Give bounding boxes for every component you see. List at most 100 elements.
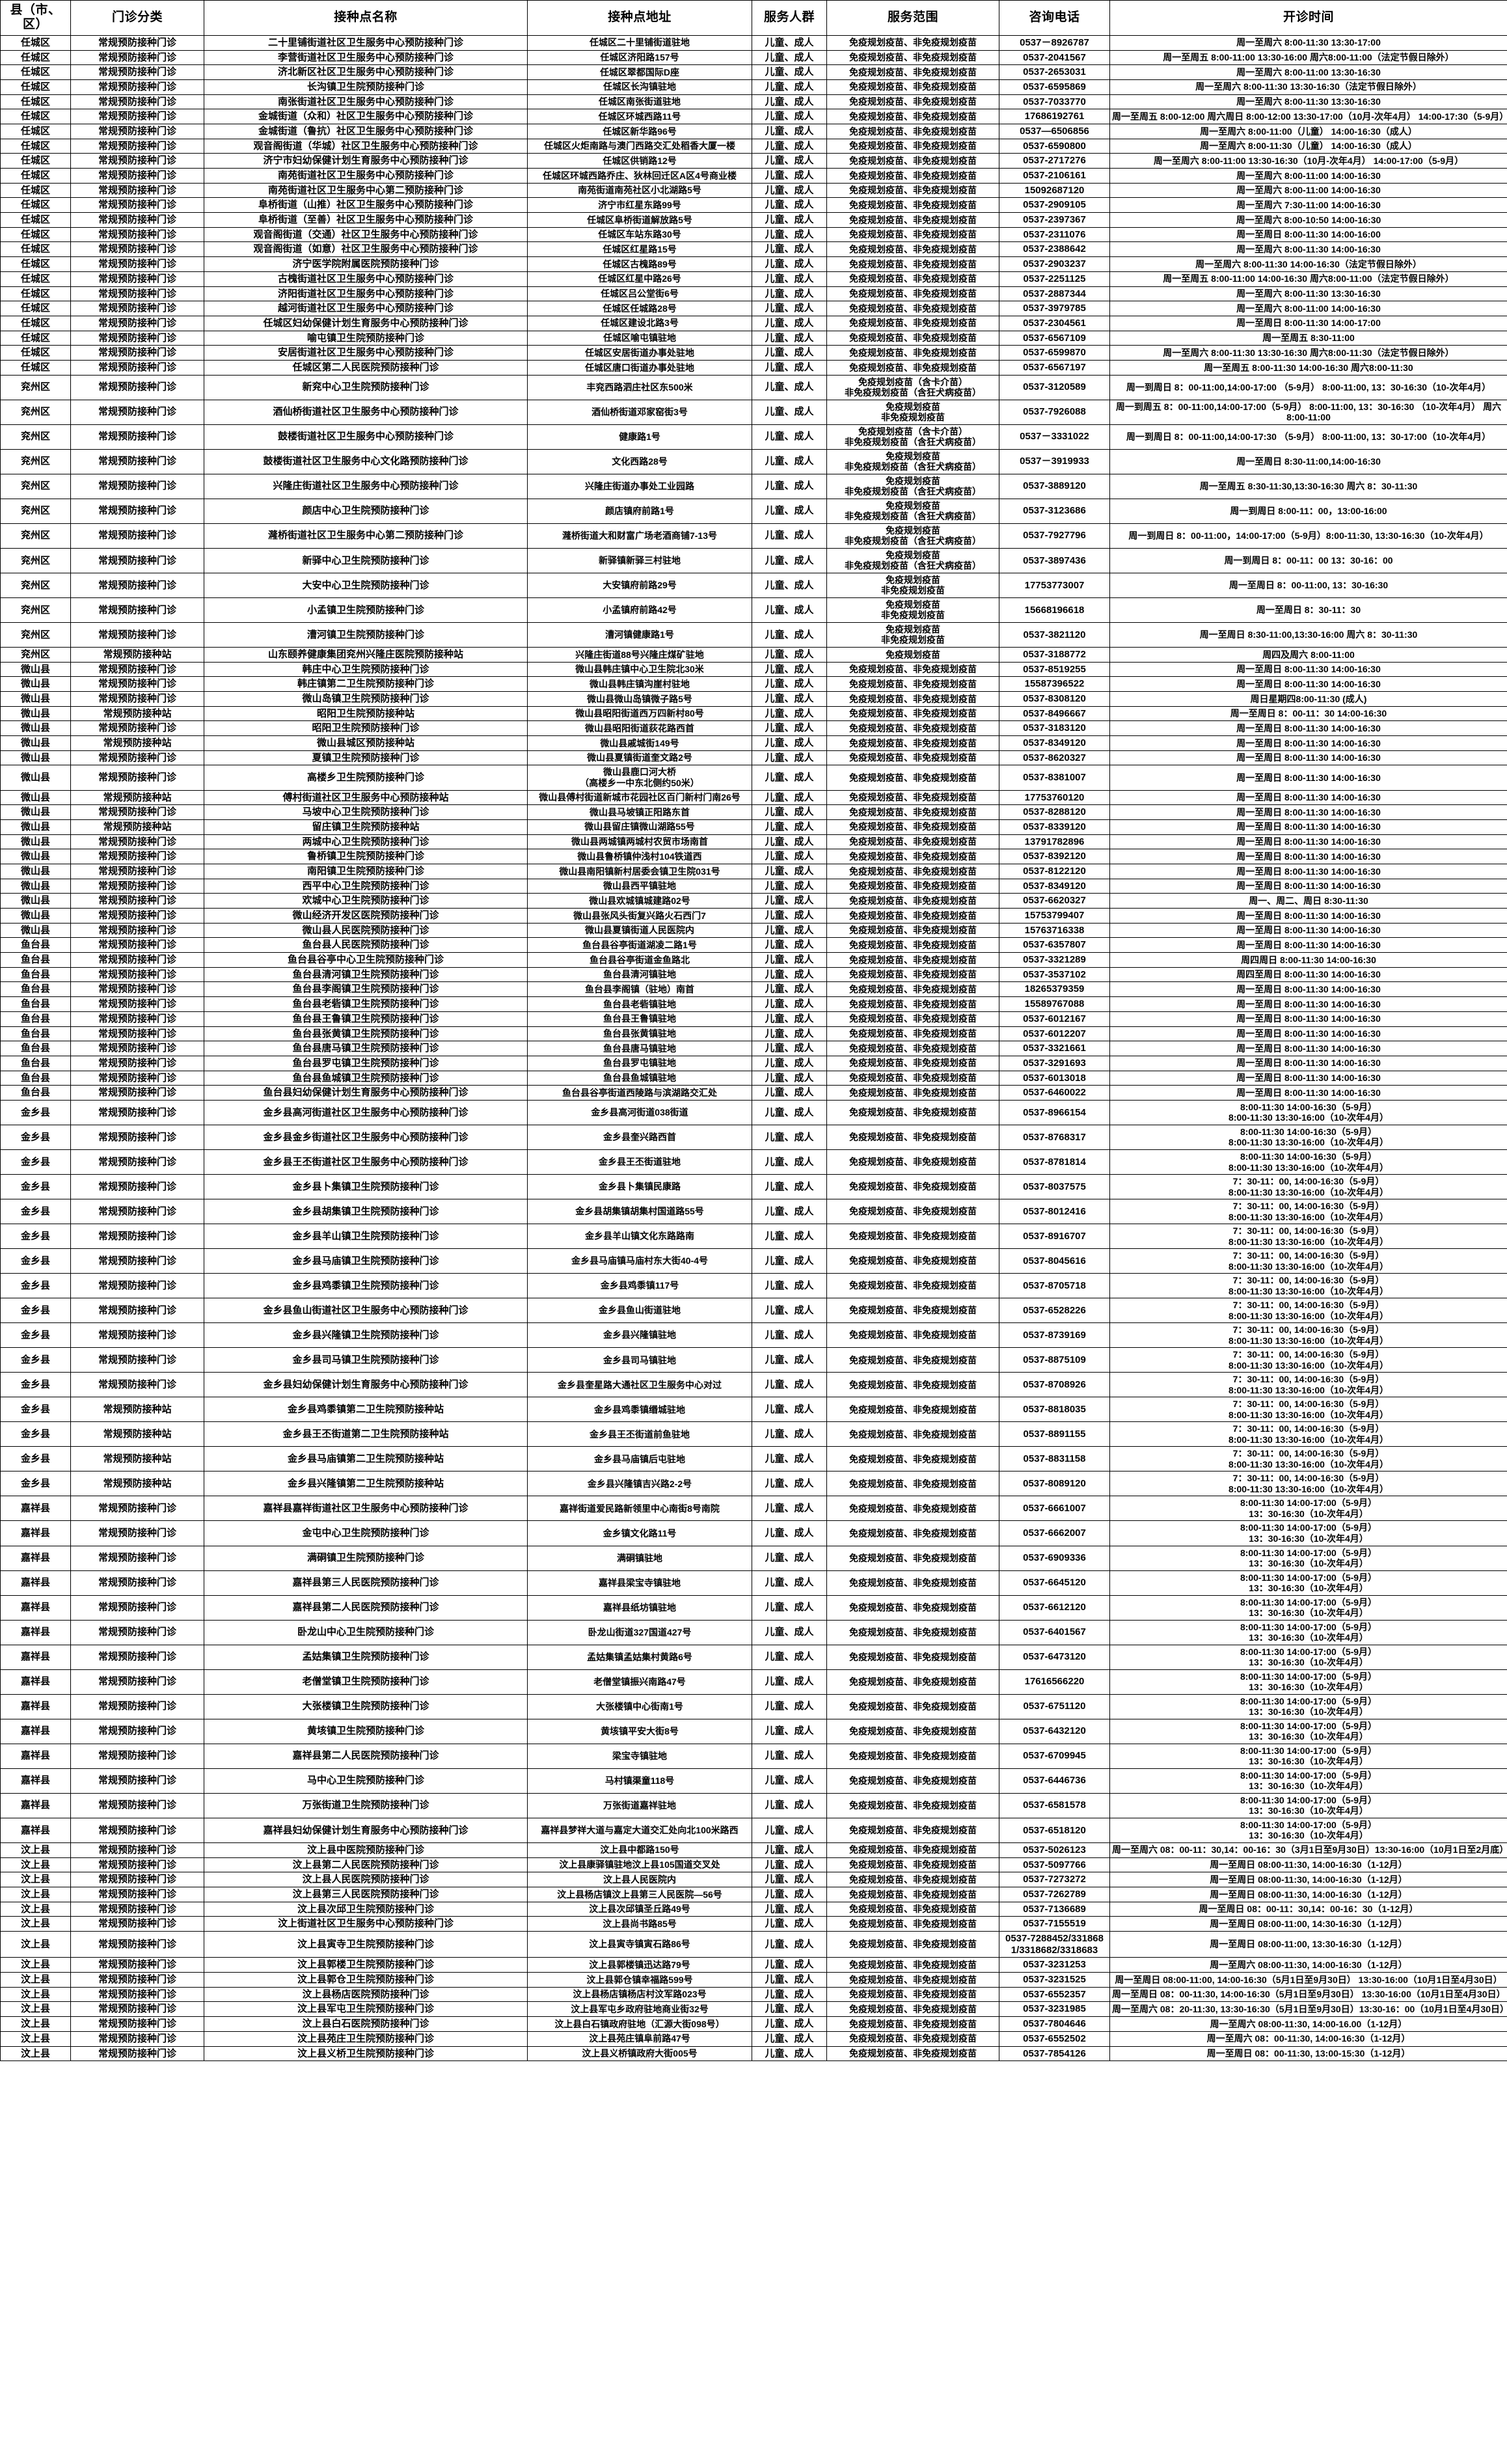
cell-population: 儿童、成人 xyxy=(752,1693,827,1719)
cell-population: 儿童、成人 xyxy=(752,878,827,894)
cell-site-name: 汶上县寅寺卫生院预防接种门诊 xyxy=(204,1930,528,1958)
cell-service-scope: 免疫规划疫苗、非免疫规划疫苗 xyxy=(826,286,999,302)
cell-county: 嘉祥县 xyxy=(0,1718,71,1744)
cell-county: 微山县 xyxy=(0,750,71,766)
cell-phone: 0537-8768317 xyxy=(999,1124,1110,1151)
cell-county: 金乡县 xyxy=(0,1124,71,1151)
cell-site-address: 微山县昭阳街道荻花路西首 xyxy=(527,720,752,737)
table-row: 任城区 常规预防接种门诊 李营街道社区卫生服务中心预防接种门诊 任城区济阳路157号儿… xyxy=(0,49,1507,66)
cell-county: 兖州区 xyxy=(0,547,71,573)
cell-clinic-type: 常规预防接种门诊 xyxy=(70,597,204,623)
cell-site-name: 安居街道社区卫生服务中心预防接种门诊 xyxy=(204,345,528,361)
cell-clinic-type: 常规预防接种门诊 xyxy=(70,691,204,707)
cell-site-address: 任城区翠都国际D座 xyxy=(527,64,752,80)
cell-clinic-type: 常规预防接种门诊 xyxy=(70,1916,204,1932)
cell-site-name: 金乡县卜集镇卫生院预防接种门诊 xyxy=(204,1174,528,1200)
cell-site-name: 马中心卫生院预防接种门诊 xyxy=(204,1768,528,1794)
cell-county: 任城区 xyxy=(0,271,71,287)
cell-clinic-type: 常规预防接种站 xyxy=(70,1471,204,1497)
cell-clinic-type: 常规预防接种门诊 xyxy=(70,676,204,692)
cell-clinic-type: 常规预防接种门诊 xyxy=(70,922,204,938)
cell-county: 嘉祥县 xyxy=(0,1644,71,1670)
cell-population: 儿童、成人 xyxy=(752,64,827,80)
cell-population: 儿童、成人 xyxy=(752,197,827,213)
cell-site-name: 古槐街道社区卫生服务中心预防接种门诊 xyxy=(204,271,528,287)
cell-county: 汶上县 xyxy=(0,1986,71,2003)
cell-service-scope: 免疫规划疫苗、非免疫规划疫苗 xyxy=(826,168,999,184)
table-row: 嘉祥县 常规预防接种门诊 老僧堂镇卫生院预防接种门诊 老僧堂镇振兴南路47号 儿童、成人… xyxy=(0,1669,1507,1695)
cell-hours: 周一至周六 8:00-11:00 13:30-16:30（10月-次年4月） 1… xyxy=(1109,153,1507,169)
cell-service-scope: 免疫规划疫苗、非免疫规划疫苗 xyxy=(826,878,999,894)
cell-site-address: 微山县欢城镇城建路02号 xyxy=(527,893,752,909)
table-header: 县（市、区） 门诊分类 接种点名称 接种点地址 服务人群 服务范围 咨询电话 开… xyxy=(0,0,1507,36)
cell-phone: 0537-6595869 xyxy=(999,79,1110,95)
cell-site-name: 嘉祥县嘉祥街道社区卫生服务中心预防接种门诊 xyxy=(204,1496,528,1522)
table-row: 兖州区 常规预防接种门诊 鼓楼街道社区卫生服务中心预防接种门诊 健康路1号 儿童、成人免… xyxy=(0,424,1507,450)
cell-hours: 周一至周日 8:00-11:30 14:00-16:30 xyxy=(1109,922,1507,938)
cell-population: 儿童、成人 xyxy=(752,138,827,154)
cell-site-address: 汶上县郭楼镇迅达路79号 xyxy=(527,1957,752,1973)
cell-service-scope: 免疫规划疫苗、非免疫规划疫苗 xyxy=(826,765,999,791)
cell-service-scope: 免疫规划疫苗、非免疫规划疫苗 xyxy=(826,676,999,692)
cell-county: 任城区 xyxy=(0,345,71,361)
table-row: 金乡县 常规预防接种门诊 金乡县王丕街道社区卫生服务中心预防接种门诊 金乡县王丕街道驻… xyxy=(0,1149,1507,1175)
cell-phone: 0537-3188772 xyxy=(999,646,1110,663)
table-row: 微山县 常规预防接种门诊 马坡中心卫生院预防接种门诊 微山县马坡镇正阳路东首 儿童、成人… xyxy=(0,804,1507,820)
table-row: 鱼台县 常规预防接种门诊 鱼台县张黄镇卫生院预防接种门诊 鱼台县张黄镇驻地 儿童、成人免… xyxy=(0,1026,1507,1042)
cell-county: 鱼台县 xyxy=(0,937,71,953)
cell-hours: 7：30-11：00, 14:00-16:30（5-9月） 8:00-11:30… xyxy=(1109,1224,1507,1250)
cell-phone: 0537-6581578 xyxy=(999,1792,1110,1818)
cell-clinic-type: 常规预防接种门诊 xyxy=(70,863,204,879)
cell-population: 儿童、成人 xyxy=(752,256,827,272)
cell-service-scope: 免疫规划疫苗、非免疫规划疫苗 xyxy=(826,1669,999,1695)
cell-site-name: 李营街道社区卫生服务中心预防接种门诊 xyxy=(204,49,528,66)
table-row: 兖州区 常规预防接种门诊 小孟镇卫生院预防接种门诊 小孟镇府前路42号 儿童、成人 免疫规… xyxy=(0,597,1507,623)
cell-service-scope: 免疫规划疫苗、非免疫规划疫苗 xyxy=(826,345,999,361)
cell-site-name: 观音阁街道（如意）社区卫生服务中心预防接种门诊 xyxy=(204,241,528,258)
cell-clinic-type: 常规预防接种门诊 xyxy=(70,1070,204,1086)
cell-population: 儿童、成人 xyxy=(752,523,827,549)
cell-clinic-type: 常规预防接种站 xyxy=(70,1397,204,1423)
cell-clinic-type: 常规预防接种门诊 xyxy=(70,1055,204,1071)
cell-phone: 0537-8496667 xyxy=(999,705,1110,722)
cell-population: 儿童、成人 xyxy=(752,908,827,924)
cell-clinic-type: 常规预防接种门诊 xyxy=(70,1347,204,1373)
cell-phone: 15587396522 xyxy=(999,676,1110,692)
cell-phone: 0537-7854126 xyxy=(999,2046,1110,2062)
cell-site-address: 金乡县鸡黍镇117号 xyxy=(527,1273,752,1299)
cell-phone: 0537-5097766 xyxy=(999,1857,1110,1873)
cell-population: 儿童、成人 xyxy=(752,2046,827,2062)
cell-phone: 17686192761 xyxy=(999,109,1110,124)
cell-county: 金乡县 xyxy=(0,1421,71,1447)
cell-service-scope: 免疫规划疫苗、非免疫规划疫苗 xyxy=(826,849,999,864)
cell-service-scope: 免疫规划疫苗、非免疫规划疫苗 xyxy=(826,1446,999,1472)
table-row: 任城区 常规预防接种门诊 喻屯镇卫生院预防接种门诊 任城区喻屯镇驻地 儿童、成人 免疫规划… xyxy=(0,330,1507,346)
cell-site-name: 南阳镇卫生院预防接种门诊 xyxy=(204,863,528,879)
cell-hours: 周一至周五 8:00-12:00 周六周日 8:00-12:00 13:30-1… xyxy=(1109,109,1507,124)
cell-site-address: 酒仙桥街道邓家窑街3号 xyxy=(527,399,752,425)
cell-site-name: 喻屯镇卫生院预防接种门诊 xyxy=(204,330,528,346)
cell-county: 汶上县 xyxy=(0,2016,71,2032)
table-row: 兖州区 常规预防接种门诊 新驿中心卫生院预防接种门诊 新驿镇新驿三村驻地 儿童、成人 免疫… xyxy=(0,547,1507,573)
cell-county: 兖州区 xyxy=(0,448,71,474)
cell-county: 嘉祥县 xyxy=(0,1570,71,1596)
cell-county: 汶上县 xyxy=(0,1916,71,1932)
table-row: 微山县 常规预防接种门诊 西平中心卫生院预防接种门诊 微山县西平镇驻地 儿童、成人 免疫规… xyxy=(0,878,1507,894)
cell-hours: 周四周日 8:00-11:30 14:00-16:30 xyxy=(1109,952,1507,968)
table-row: 汶上县 常规预防接种门诊 汶上县次邱卫生院预防接种门诊 汶上县次邱镇圣丘路49号 儿童、… xyxy=(0,1901,1507,1917)
cell-hours: 周一至周日 8:30-11:00,14:00-16:30 xyxy=(1109,448,1507,474)
cell-hours: 周一至周六 8:00-11:30 14:00-16:30 xyxy=(1109,241,1507,258)
cell-phone: 15092687120 xyxy=(999,182,1110,198)
cell-clinic-type: 常规预防接种门诊 xyxy=(70,2031,204,2047)
cell-phone: 0537-6446736 xyxy=(999,1768,1110,1794)
cell-county: 微山县 xyxy=(0,908,71,924)
cell-site-address: 汶上县康驿镇驻地汶上县105国道交叉处 xyxy=(527,1857,752,1873)
cell-service-scope: 免疫规划疫苗、非免疫规划疫苗 xyxy=(826,1743,999,1769)
cell-site-name: 汶上县第三人民医院预防接种门诊 xyxy=(204,1886,528,1902)
cell-clinic-type: 常规预防接种门诊 xyxy=(70,1248,204,1274)
table-row: 微山县 常规预防接种站 昭阳卫生院预防接种站 微山县昭阳街道西万四新村80号 儿童、成人… xyxy=(0,705,1507,722)
cell-site-name: 观音阁街道（交通）社区卫生服务中心预防接种门诊 xyxy=(204,226,528,243)
cell-hours: 周一到周日 8：00-11：00 13：30-16：00 xyxy=(1109,547,1507,573)
cell-county: 汶上县 xyxy=(0,1872,71,1887)
cell-site-name: 漋桥街道社区卫生服务中心第二预防接种门诊 xyxy=(204,523,528,549)
